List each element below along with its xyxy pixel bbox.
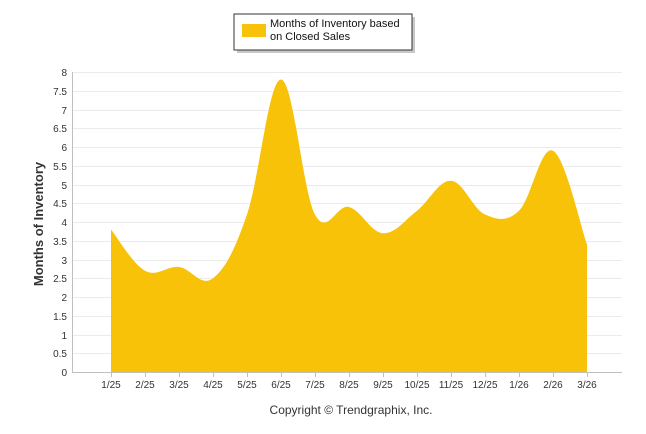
x-tick-label: 10/25 — [404, 380, 429, 391]
y-tick-label: 2 — [61, 293, 67, 304]
data-point-12/25 — [483, 213, 487, 217]
x-tick-label: 11/25 — [439, 380, 464, 391]
data-point-8/25 — [347, 205, 351, 209]
legend-label-line-1: Months of Inventory based — [270, 18, 400, 30]
y-tick-label: 2.5 — [53, 274, 67, 285]
y-tick-label: 7.5 — [53, 87, 67, 98]
x-tick-label: 4/25 — [203, 380, 223, 391]
x-tick-label: 1/26 — [509, 380, 529, 391]
y-axis-title: Months of Inventory — [31, 161, 46, 286]
x-tick-label: 12/25 — [472, 380, 497, 391]
data-point-3/26 — [585, 243, 589, 247]
y-tick-label: 8 — [61, 68, 67, 79]
x-tick-label: 2/25 — [135, 380, 155, 391]
legend[interactable]: Months of Inventory based on Closed Sale… — [233, 13, 415, 53]
data-point-7/25 — [313, 213, 317, 217]
x-tick-label: 1/25 — [101, 380, 121, 391]
y-tick-label: 4 — [61, 218, 67, 229]
data-point-1/25 — [109, 228, 113, 232]
x-tick-label: 8/25 — [339, 380, 359, 391]
data-point-2/26 — [551, 149, 555, 153]
data-point-11/25 — [449, 179, 453, 183]
y-tick-label: 1.5 — [53, 312, 67, 323]
x-tick-label: 5/25 — [237, 380, 257, 391]
y-tick-label: 5.5 — [53, 162, 67, 173]
y-tick-label: 1 — [61, 331, 67, 342]
axes — [72, 72, 622, 377]
data-point-9/25 — [381, 231, 385, 235]
y-tick-label: 3 — [61, 256, 67, 267]
data-point-3/25 — [177, 265, 181, 269]
y-tick-label: 3.5 — [53, 237, 67, 248]
legend-label-line-2: on Closed Sales — [270, 31, 351, 43]
data-point-1/26 — [517, 209, 521, 213]
y-tick-label: 7 — [61, 106, 67, 117]
data-point-4/25 — [211, 276, 215, 280]
y-tick-label: 6 — [61, 143, 67, 154]
y-axis-tick-labels: 0 0.5 1 1.5 2 2.5 3 3.5 4 4.5 5 5.5 6 6.5 7 7.5 8 — [53, 68, 67, 379]
data-point-10/25 — [415, 209, 419, 213]
copyright-credit: Copyright © Trendgraphix, Inc. — [270, 403, 433, 417]
y-tick-label: 5 — [61, 181, 67, 192]
x-tick-label: 6/25 — [271, 380, 291, 391]
x-axis-tick-labels: 1/25 2/25 3/25 4/25 5/25 6/25 7/25 8/25 9/25 10/2… — [101, 380, 597, 391]
data-point-5/25 — [245, 213, 249, 217]
y-tick-label: 4.5 — [53, 199, 67, 210]
series-area — [111, 79, 587, 372]
y-tick-label: 0 — [61, 368, 67, 379]
y-tick-label: 0.5 — [53, 349, 67, 360]
data-point-2/25 — [143, 269, 147, 273]
x-tick-label: 7/25 — [305, 380, 325, 391]
data-point-6/25 — [279, 78, 283, 82]
y-tick-label: 6.5 — [53, 124, 67, 135]
x-tick-label: 2/26 — [543, 380, 563, 391]
x-tick-label: 9/25 — [373, 380, 393, 391]
x-tick-label: 3/26 — [577, 380, 597, 391]
legend-swatch — [242, 24, 266, 37]
x-tick-label: 3/25 — [169, 380, 189, 391]
